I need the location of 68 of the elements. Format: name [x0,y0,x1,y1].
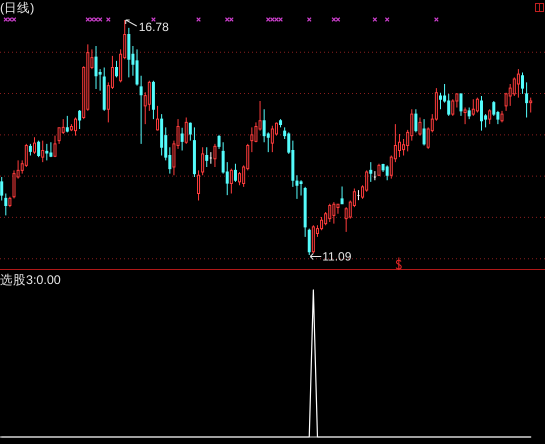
chart-title: (日线) [0,1,34,15]
candlestick [356,190,360,201]
candlestick [418,116,422,136]
candlestick [66,115,69,133]
candlestick [33,136,36,154]
candlestick [422,118,426,146]
candlestick [525,82,528,118]
annotation: 16.78 [138,20,170,34]
candlestick [0,176,4,201]
candlestick [184,116,188,144]
candlestick [78,110,82,130]
candlestick [209,152,212,164]
candlestick [102,66,106,112]
candlestick [328,203,332,222]
candlestick [4,192,8,216]
candlestick [28,143,32,156]
candlestick [54,135,57,158]
candlestick [45,143,48,161]
candlestick [279,118,282,128]
candlestick [127,27,130,78]
annotation: 11.09 [322,250,352,264]
candlestick [414,108,418,133]
candlestick [205,146,208,168]
candlestick [468,107,471,120]
candlestick [41,140,44,163]
candlestick [156,105,160,132]
candlestick [295,174,298,200]
candlestick [188,122,192,142]
candlestick [192,126,196,178]
candlestick [377,163,380,177]
candlestick [74,116,78,136]
candlestick [304,186,307,238]
candlestick [332,202,336,224]
candlestick [234,163,237,182]
candlestick [152,80,155,120]
candlestick [250,126,254,153]
chart-title: 选股3:0.00 [0,273,61,287]
candlestick [472,98,475,116]
candlestick [49,142,52,158]
candlestick [140,75,143,144]
candlestick [218,134,221,150]
candlestick [500,110,504,123]
candlestick [476,97,479,114]
candlestick [480,95,483,132]
candlestick [300,180,303,196]
candlestick [270,125,274,153]
candlestick [521,72,524,94]
candlestick [459,93,462,116]
candlestick [180,127,184,152]
candlestick [37,140,40,158]
candlestick [197,170,200,201]
candlestick [115,60,118,78]
candlestick [201,146,204,176]
candlestick [373,170,376,181]
candlestick [230,168,233,194]
candlestick [488,108,492,125]
candlestick [136,48,139,86]
candlestick [312,224,315,254]
candlestick [213,143,216,168]
candlestick [464,107,467,125]
candlestick [516,68,520,98]
candlestick [8,196,12,208]
candlestick [369,162,372,182]
candlestick [529,97,532,114]
candlestick [94,46,98,90]
candlestick [386,164,389,181]
candlestick [340,186,344,205]
candlestick [308,228,311,256]
